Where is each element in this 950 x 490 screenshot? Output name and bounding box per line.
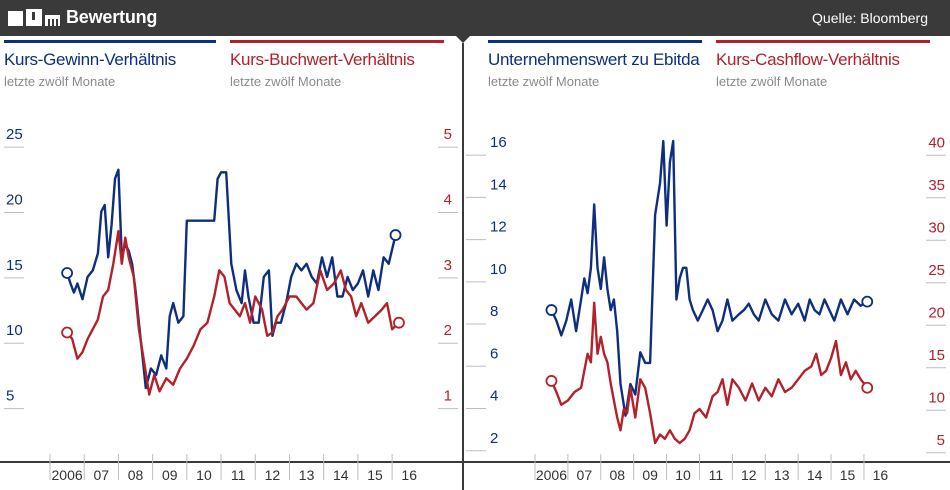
x-tick-label: 11 [231,467,246,483]
y-tick-label-left: 15 [6,257,23,274]
x-tick-label: 15 [367,467,383,483]
y-tick-label-left: 6 [490,345,498,362]
y-tick-label-right: 10 [928,389,945,406]
y-tick-label-right: 4 [444,191,452,208]
x-tick-label: 13 [774,467,790,483]
divider-notch [456,36,470,43]
y-tick-label-right: 25 [928,262,945,279]
y-tick-label-right: 5 [937,432,945,449]
x-tick-label: 2006 [52,467,83,483]
y-tick-label-left: 4 [490,388,498,405]
y-tick-label-left: 25 [6,126,23,143]
right-baseline [464,461,950,463]
start-marker [61,326,74,339]
y-tick-label-right: 1 [444,388,452,405]
x-tick-label: 14 [333,467,349,483]
x-tick-label: 07 [577,467,593,483]
left-baseline [0,461,462,463]
x-tick-label: 07 [94,467,110,483]
legend-label: Kurs-Buchwert-Verhältnis [230,50,415,69]
legend-swatch-blue [488,40,702,43]
y-tick-label-right: 20 [928,304,945,321]
end-marker [861,295,874,308]
y-tick-label-right: 2 [444,322,452,339]
legend-subtitle: letzte zwölf Monate [488,74,600,89]
series-line-red [65,229,401,396]
x-tick-label: 10 [675,467,691,483]
x-tick-label: 2006 [536,467,567,483]
y-tick-label-left: 2 [490,430,498,447]
x-tick-label: 11 [709,467,724,483]
legend-ev-ebitda: Unternehmenswert zu Ebitda letzte zwölf … [488,40,702,89]
legend-swatch-red [716,40,930,43]
legend-label: Kurs-Cashflow-Verhältnis [716,50,900,69]
x-tick-label: 12 [741,467,757,483]
panel-divider [462,43,464,490]
end-marker [389,229,402,241]
legend-kbv: Kurs-Buchwert-Verhältnis letzte zwölf Mo… [230,40,444,89]
legend-kcv: Kurs-Cashflow-Verhältnis letzte zwölf Mo… [716,40,930,89]
start-marker [545,375,558,387]
y-tick-label-right: 30 [928,219,945,236]
page-title: Bewertung [66,7,158,27]
x-tick-label: 09 [642,467,658,483]
header-bar: Bewertung Quelle: Bloomberg [0,0,950,36]
y-tick-label-left: 14 [490,176,507,193]
y-tick-label-right: 35 [928,177,945,194]
legend-subtitle: letzte zwölf Monate [716,74,828,89]
y-tick-label-right: 3 [444,257,452,274]
y-tick-label-right: 5 [444,126,452,143]
legend-subtitle: letzte zwölf Monate [230,74,342,89]
x-tick-label: 16 [401,467,417,483]
brand-logo-icon [8,9,60,27]
series-line-blue [550,139,869,417]
legend-subtitle: letzte zwölf Monate [4,74,116,89]
legend-swatch-red [230,40,444,43]
y-tick-label-left: 16 [490,134,507,151]
y-tick-label-left: 10 [490,261,507,278]
legend-label: Unternehmenswert zu Ebitda [488,50,700,69]
x-tick-label: 16 [873,467,889,483]
series-line-red [550,301,869,445]
x-tick-label: 10 [196,467,212,483]
end-marker [393,316,405,329]
start-marker [545,304,558,316]
y-tick-label-left: 8 [490,303,498,320]
y-tick-label-left: 20 [6,191,23,208]
x-tick-label: 08 [128,467,144,483]
start-marker [61,267,74,279]
x-tick-label: 15 [840,467,856,483]
y-tick-label-left: 5 [6,388,14,405]
series-line-blue [65,168,397,390]
source-note: Quelle: Bloomberg [812,10,928,26]
x-tick-label: 13 [299,467,315,483]
y-tick-label-right: 15 [928,347,945,364]
legend-kgv: Kurs-Gewinn-Verhältnis letzte zwölf Mona… [4,40,216,89]
y-tick-label-right: 40 [928,134,945,151]
x-tick-label: 08 [609,467,625,483]
end-marker [861,381,874,394]
legend-swatch-blue [4,40,216,43]
x-tick-label: 12 [265,467,281,483]
x-tick-label: 09 [162,467,178,483]
legend-label: Kurs-Gewinn-Verhältnis [4,50,176,69]
x-tick-label: 14 [807,467,823,483]
y-tick-label-left: 12 [490,219,507,236]
y-tick-label-left: 10 [6,322,23,339]
